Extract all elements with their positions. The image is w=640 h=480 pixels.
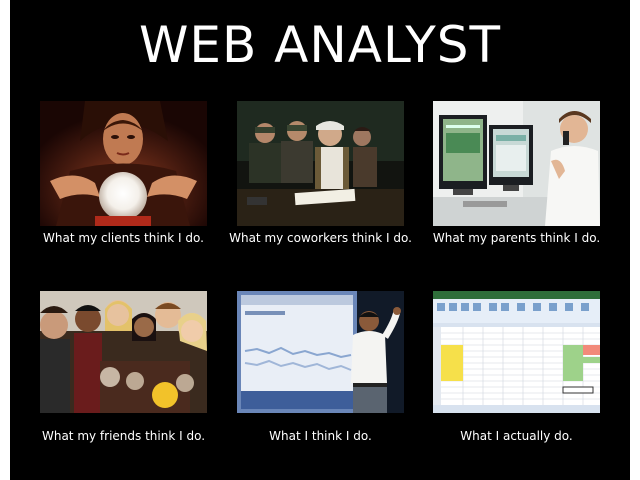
caption: What my friends think I do. <box>41 429 206 443</box>
caption: What I think I do. <box>269 429 372 443</box>
meme-title: WEB ANALYST <box>138 16 502 74</box>
caption: What my coworkers think I do. <box>229 231 412 245</box>
presenter-photo <box>237 291 404 413</box>
meme-image: WEB ANALYST <box>10 0 630 480</box>
fortune-teller-photo <box>40 101 207 226</box>
caption: What I actually do. <box>460 429 573 443</box>
dual-monitors-photo <box>433 101 600 226</box>
security-room-photo <box>237 101 404 226</box>
caption: What my parents think I do. <box>432 231 601 245</box>
party-friends-photo <box>40 291 207 413</box>
caption: What my clients think I do. <box>43 231 204 245</box>
excel-spreadsheet-photo <box>433 291 600 413</box>
